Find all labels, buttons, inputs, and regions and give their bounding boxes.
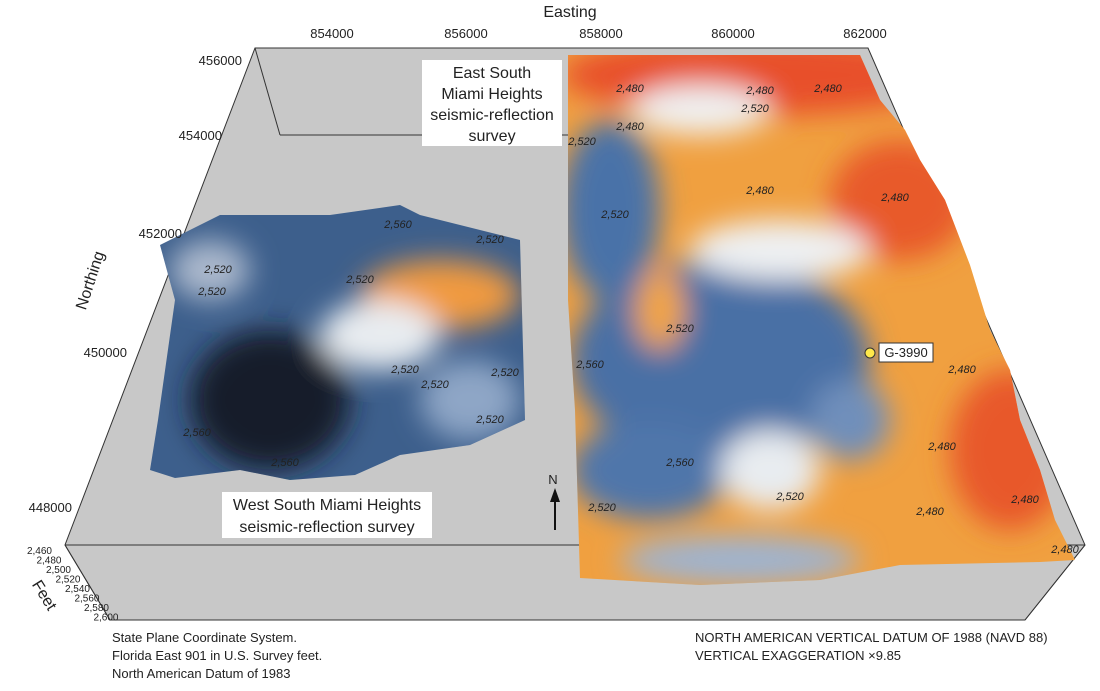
contour-label: 2,520: [197, 286, 226, 298]
y-tick-label: 456000: [199, 53, 242, 68]
contour-label: 2,480: [915, 506, 944, 518]
contour-label: 2,520: [665, 323, 694, 335]
z-tick-label: 2,500: [46, 565, 71, 576]
note-left: Florida East 901 in U.S. Survey feet.: [112, 648, 322, 663]
contour-label: 2,560: [665, 457, 694, 469]
contour-label: 2,520: [490, 367, 519, 379]
north-arrowhead: [550, 488, 560, 502]
well-label: G-3990: [884, 345, 927, 360]
contour-label: 2,480: [813, 83, 842, 95]
east-survey-label: survey: [468, 128, 515, 145]
west-label-box: [222, 492, 432, 538]
z-tick-label: 2,480: [36, 556, 61, 567]
z-tick-label: 2,540: [65, 584, 90, 595]
z-tick-label: 2,580: [84, 603, 109, 614]
east-survey-label: Miami Heights: [441, 86, 542, 103]
well-marker: [864, 347, 876, 359]
contour-label: 2,520: [775, 491, 804, 503]
contour-label: 2,560: [182, 427, 211, 439]
north-label: N: [548, 472, 557, 487]
contour-label: 2,480: [615, 121, 644, 133]
contour-label: 2,480: [1050, 544, 1079, 556]
well-label-box: [878, 342, 934, 363]
y-tick-label: 450000: [84, 345, 127, 360]
east-survey-label: East South: [453, 65, 531, 82]
x-tick-label: 854000: [310, 26, 353, 41]
y-tick-label: 448000: [29, 500, 72, 515]
west-surface: [150, 205, 525, 480]
x-tick-label: 860000: [711, 26, 754, 41]
contour-label: 2,480: [745, 185, 774, 197]
contour-label: 2,560: [270, 457, 299, 469]
contour-label: 2,480: [880, 192, 909, 204]
contour-label: 2,480: [1010, 494, 1039, 506]
note-left: North American Datum of 1983: [112, 666, 290, 681]
note-left: State Plane Coordinate System.: [112, 630, 297, 645]
z-tick-label: 2,600: [93, 613, 118, 624]
note-right: NORTH AMERICAN VERTICAL DATUM OF 1988 (N…: [695, 630, 1048, 645]
contour-label: 2,520: [567, 136, 596, 148]
z-tick-label: 2,560: [74, 594, 99, 605]
note-right: VERTICAL EXAGGERATION ×9.85: [695, 648, 901, 663]
z-tick-label: 2,460: [27, 546, 52, 557]
east-survey-label: seismic-reflection: [430, 107, 554, 124]
east-label-box: [422, 60, 562, 146]
x-tick-label: 862000: [843, 26, 886, 41]
contour-label: 2,520: [420, 379, 449, 391]
contour-label: 2,520: [475, 414, 504, 426]
x-tick-label: 856000: [444, 26, 487, 41]
contour-label: 2,480: [615, 83, 644, 95]
contour-label: 2,520: [475, 234, 504, 246]
contour-label: 2,520: [345, 274, 374, 286]
contour-label: 2,520: [740, 103, 769, 115]
contour-label: 2,560: [383, 219, 412, 231]
z-tick-label: 2,520: [55, 575, 80, 586]
west-survey-label: seismic-reflection survey: [239, 519, 414, 536]
contour-label: 2,560: [575, 359, 604, 371]
x-tick-label: 858000: [579, 26, 622, 41]
west-survey-label: West South Miami Heights: [233, 497, 421, 514]
contour-label: 2,520: [587, 502, 616, 514]
y-axis-title: Northing: [73, 249, 108, 312]
east-surface: [568, 55, 1075, 585]
contour-label: 2,480: [745, 85, 774, 97]
y-tick-label: 452000: [139, 226, 182, 241]
y-tick-label: 454000: [179, 128, 222, 143]
contour-label: 2,480: [927, 441, 956, 453]
contour-label: 2,520: [390, 364, 419, 376]
x-axis-title: Easting: [543, 4, 596, 21]
contour-label: 2,480: [947, 364, 976, 376]
contour-label: 2,520: [203, 264, 232, 276]
contour-label: 2,520: [600, 209, 629, 221]
